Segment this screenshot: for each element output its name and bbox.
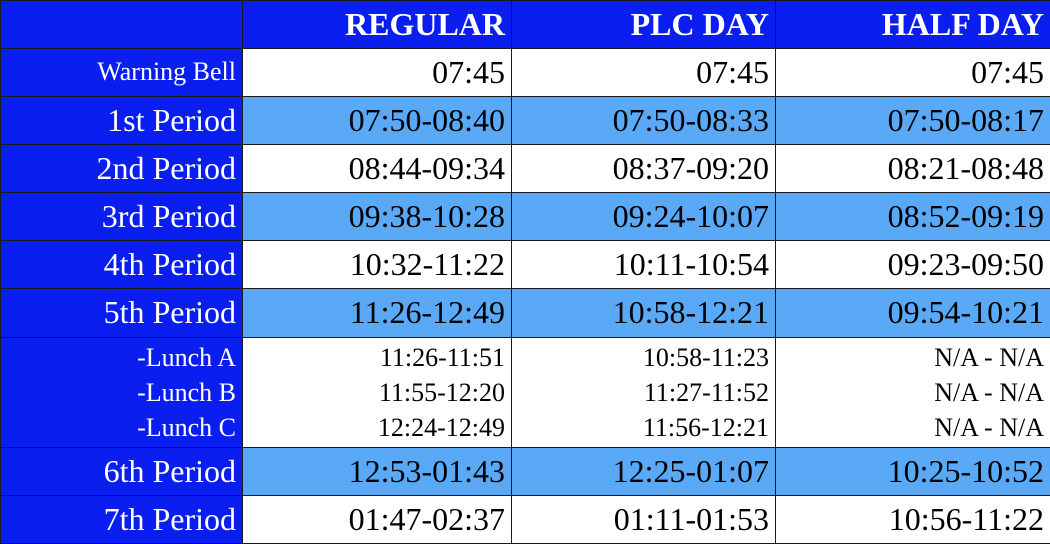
plc-time: 01:11-01:53 bbox=[511, 494, 776, 544]
header-row: REGULAR PLC DAY HALF DAY bbox=[0, 0, 1050, 50]
regular-lunch-c: 12:24-12:49 bbox=[377, 412, 505, 442]
half-time: 10:56-11:22 bbox=[775, 494, 1050, 544]
regular-time: 11:26-12:49 bbox=[242, 288, 512, 338]
lunch-b-label: -Lunch B bbox=[137, 377, 236, 407]
plc-time: 12:25-01:07 bbox=[511, 446, 776, 496]
plc-lunch-c: 11:56-12:21 bbox=[642, 412, 769, 442]
row-label: 2nd Period bbox=[0, 144, 243, 194]
half-time: 10:25-10:52 bbox=[775, 446, 1050, 496]
plc-time: 10:58-12:21 bbox=[511, 288, 776, 338]
schedule-row-1st-period: 1st Period 07:50-08:40 07:50-08:33 07:50… bbox=[0, 96, 1050, 146]
row-label: 1st Period bbox=[0, 96, 243, 146]
row-label: 7th Period bbox=[0, 494, 243, 544]
plc-time: 07:45 bbox=[511, 48, 776, 98]
lunch-labels: -Lunch A -Lunch B -Lunch C bbox=[0, 336, 243, 448]
lunch-a-label: -Lunch A bbox=[137, 342, 236, 372]
lunch-row: -Lunch A -Lunch B -Lunch C 11:26-11:51 1… bbox=[0, 336, 1050, 448]
regular-time: 07:50-08:40 bbox=[242, 96, 512, 146]
plc-time: 09:24-10:07 bbox=[511, 192, 776, 242]
regular-lunch-times: 11:26-11:51 11:55-12:20 12:24-12:49 bbox=[242, 336, 512, 448]
schedule-row-5th-period: 5th Period 11:26-12:49 10:58-12:21 09:54… bbox=[0, 288, 1050, 338]
regular-time: 12:53-01:43 bbox=[242, 446, 512, 496]
schedule-row-warning-bell: Warning Bell 07:45 07:45 07:45 bbox=[0, 48, 1050, 98]
schedule-row-4th-period: 4th Period 10:32-11:22 10:11-10:54 09:23… bbox=[0, 240, 1050, 290]
lunch-c-label: -Lunch C bbox=[137, 412, 236, 442]
regular-time: 09:38-10:28 bbox=[242, 192, 512, 242]
half-lunch-b: N/A - N/A bbox=[934, 377, 1044, 407]
row-label: Warning Bell bbox=[0, 48, 243, 98]
row-label: 3rd Period bbox=[0, 192, 243, 242]
half-time: 07:45 bbox=[775, 48, 1050, 98]
half-lunch-times: N/A - N/A N/A - N/A N/A - N/A bbox=[775, 336, 1050, 448]
regular-lunch-a: 11:26-11:51 bbox=[379, 342, 505, 372]
plc-lunch-a: 10:58-11:23 bbox=[642, 342, 769, 372]
half-time: 09:23-09:50 bbox=[775, 240, 1050, 290]
row-label: 5th Period bbox=[0, 288, 243, 338]
plc-time: 08:37-09:20 bbox=[511, 144, 776, 194]
half-time: 09:54-10:21 bbox=[775, 288, 1050, 338]
half-time: 08:52-09:19 bbox=[775, 192, 1050, 242]
schedule-row-7th-period: 7th Period 01:47-02:37 01:11-01:53 10:56… bbox=[0, 494, 1050, 544]
half-lunch-c: N/A - N/A bbox=[934, 412, 1044, 442]
plc-lunch-times: 10:58-11:23 11:27-11:52 11:56-12:21 bbox=[511, 336, 776, 448]
header-corner bbox=[0, 0, 243, 50]
regular-time: 10:32-11:22 bbox=[242, 240, 512, 290]
header-half-day: HALF DAY bbox=[775, 0, 1050, 50]
schedule-row-3rd-period: 3rd Period 09:38-10:28 09:24-10:07 08:52… bbox=[0, 192, 1050, 242]
header-regular: REGULAR bbox=[242, 0, 512, 50]
plc-time: 10:11-10:54 bbox=[511, 240, 776, 290]
schedule-row-6th-period: 6th Period 12:53-01:43 12:25-01:07 10:25… bbox=[0, 446, 1050, 496]
half-time: 08:21-08:48 bbox=[775, 144, 1050, 194]
plc-time: 07:50-08:33 bbox=[511, 96, 776, 146]
row-label: 6th Period bbox=[0, 446, 243, 496]
half-lunch-a: N/A - N/A bbox=[934, 342, 1044, 372]
half-time: 07:50-08:17 bbox=[775, 96, 1050, 146]
header-plc-day: PLC DAY bbox=[511, 0, 776, 50]
regular-lunch-b: 11:55-12:20 bbox=[378, 377, 505, 407]
plc-lunch-b: 11:27-11:52 bbox=[643, 377, 769, 407]
row-label: 4th Period bbox=[0, 240, 243, 290]
schedule-row-2nd-period: 2nd Period 08:44-09:34 08:37-09:20 08:21… bbox=[0, 144, 1050, 194]
regular-time: 07:45 bbox=[242, 48, 512, 98]
regular-time: 01:47-02:37 bbox=[242, 494, 512, 544]
regular-time: 08:44-09:34 bbox=[242, 144, 512, 194]
